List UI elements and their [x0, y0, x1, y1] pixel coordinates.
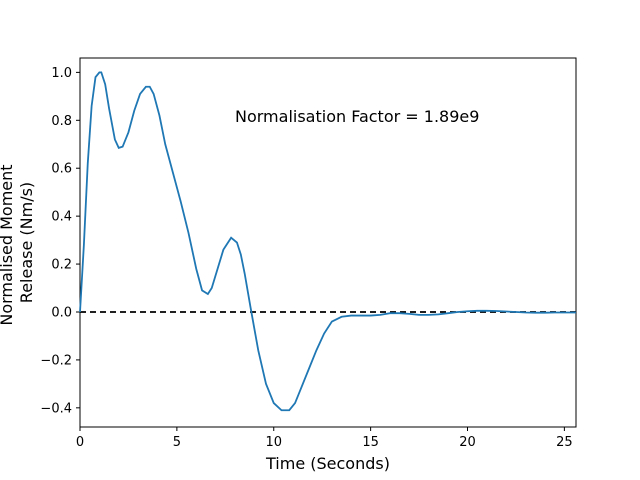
y-tick-label: 0.4 [51, 210, 72, 225]
y-tick-label: −0.2 [40, 353, 72, 368]
x-tick-label: 5 [173, 435, 181, 450]
y-tick-label: 1.0 [51, 66, 72, 81]
y-tick-label: 0.2 [51, 258, 72, 273]
x-tick-label: 10 [265, 435, 282, 450]
x-tick-label: 15 [362, 435, 379, 450]
y-tick-label: −0.4 [40, 401, 72, 416]
x-tick-label: 20 [459, 435, 476, 450]
y-axis-label-line-1: Normalised Moment [0, 164, 16, 325]
plot-frame [79, 57, 577, 428]
y-axis-label: Normalised Moment Release (Nm/s) [0, 159, 36, 325]
y-axis-label-line-2: Release (Nm/s) [17, 182, 36, 303]
y-axis-ticks: −0.4 −0.2 0.0 0.2 0.4 0.6 0.8 1.0 [40, 66, 80, 416]
x-tick-label: 25 [556, 435, 573, 450]
x-tick-label: 0 [76, 435, 84, 450]
x-axis-ticks: 0 5 10 15 20 25 [76, 427, 573, 450]
y-tick-label: 0.8 [51, 114, 72, 129]
normalisation-factor-annotation: Normalisation Factor = 1.89e9 [235, 107, 479, 126]
x-axis-label: Time (Seconds) [265, 454, 390, 473]
series-line [79, 71, 576, 412]
y-tick-label: 0.6 [51, 162, 72, 177]
y-tick-label: 0.0 [51, 305, 72, 320]
